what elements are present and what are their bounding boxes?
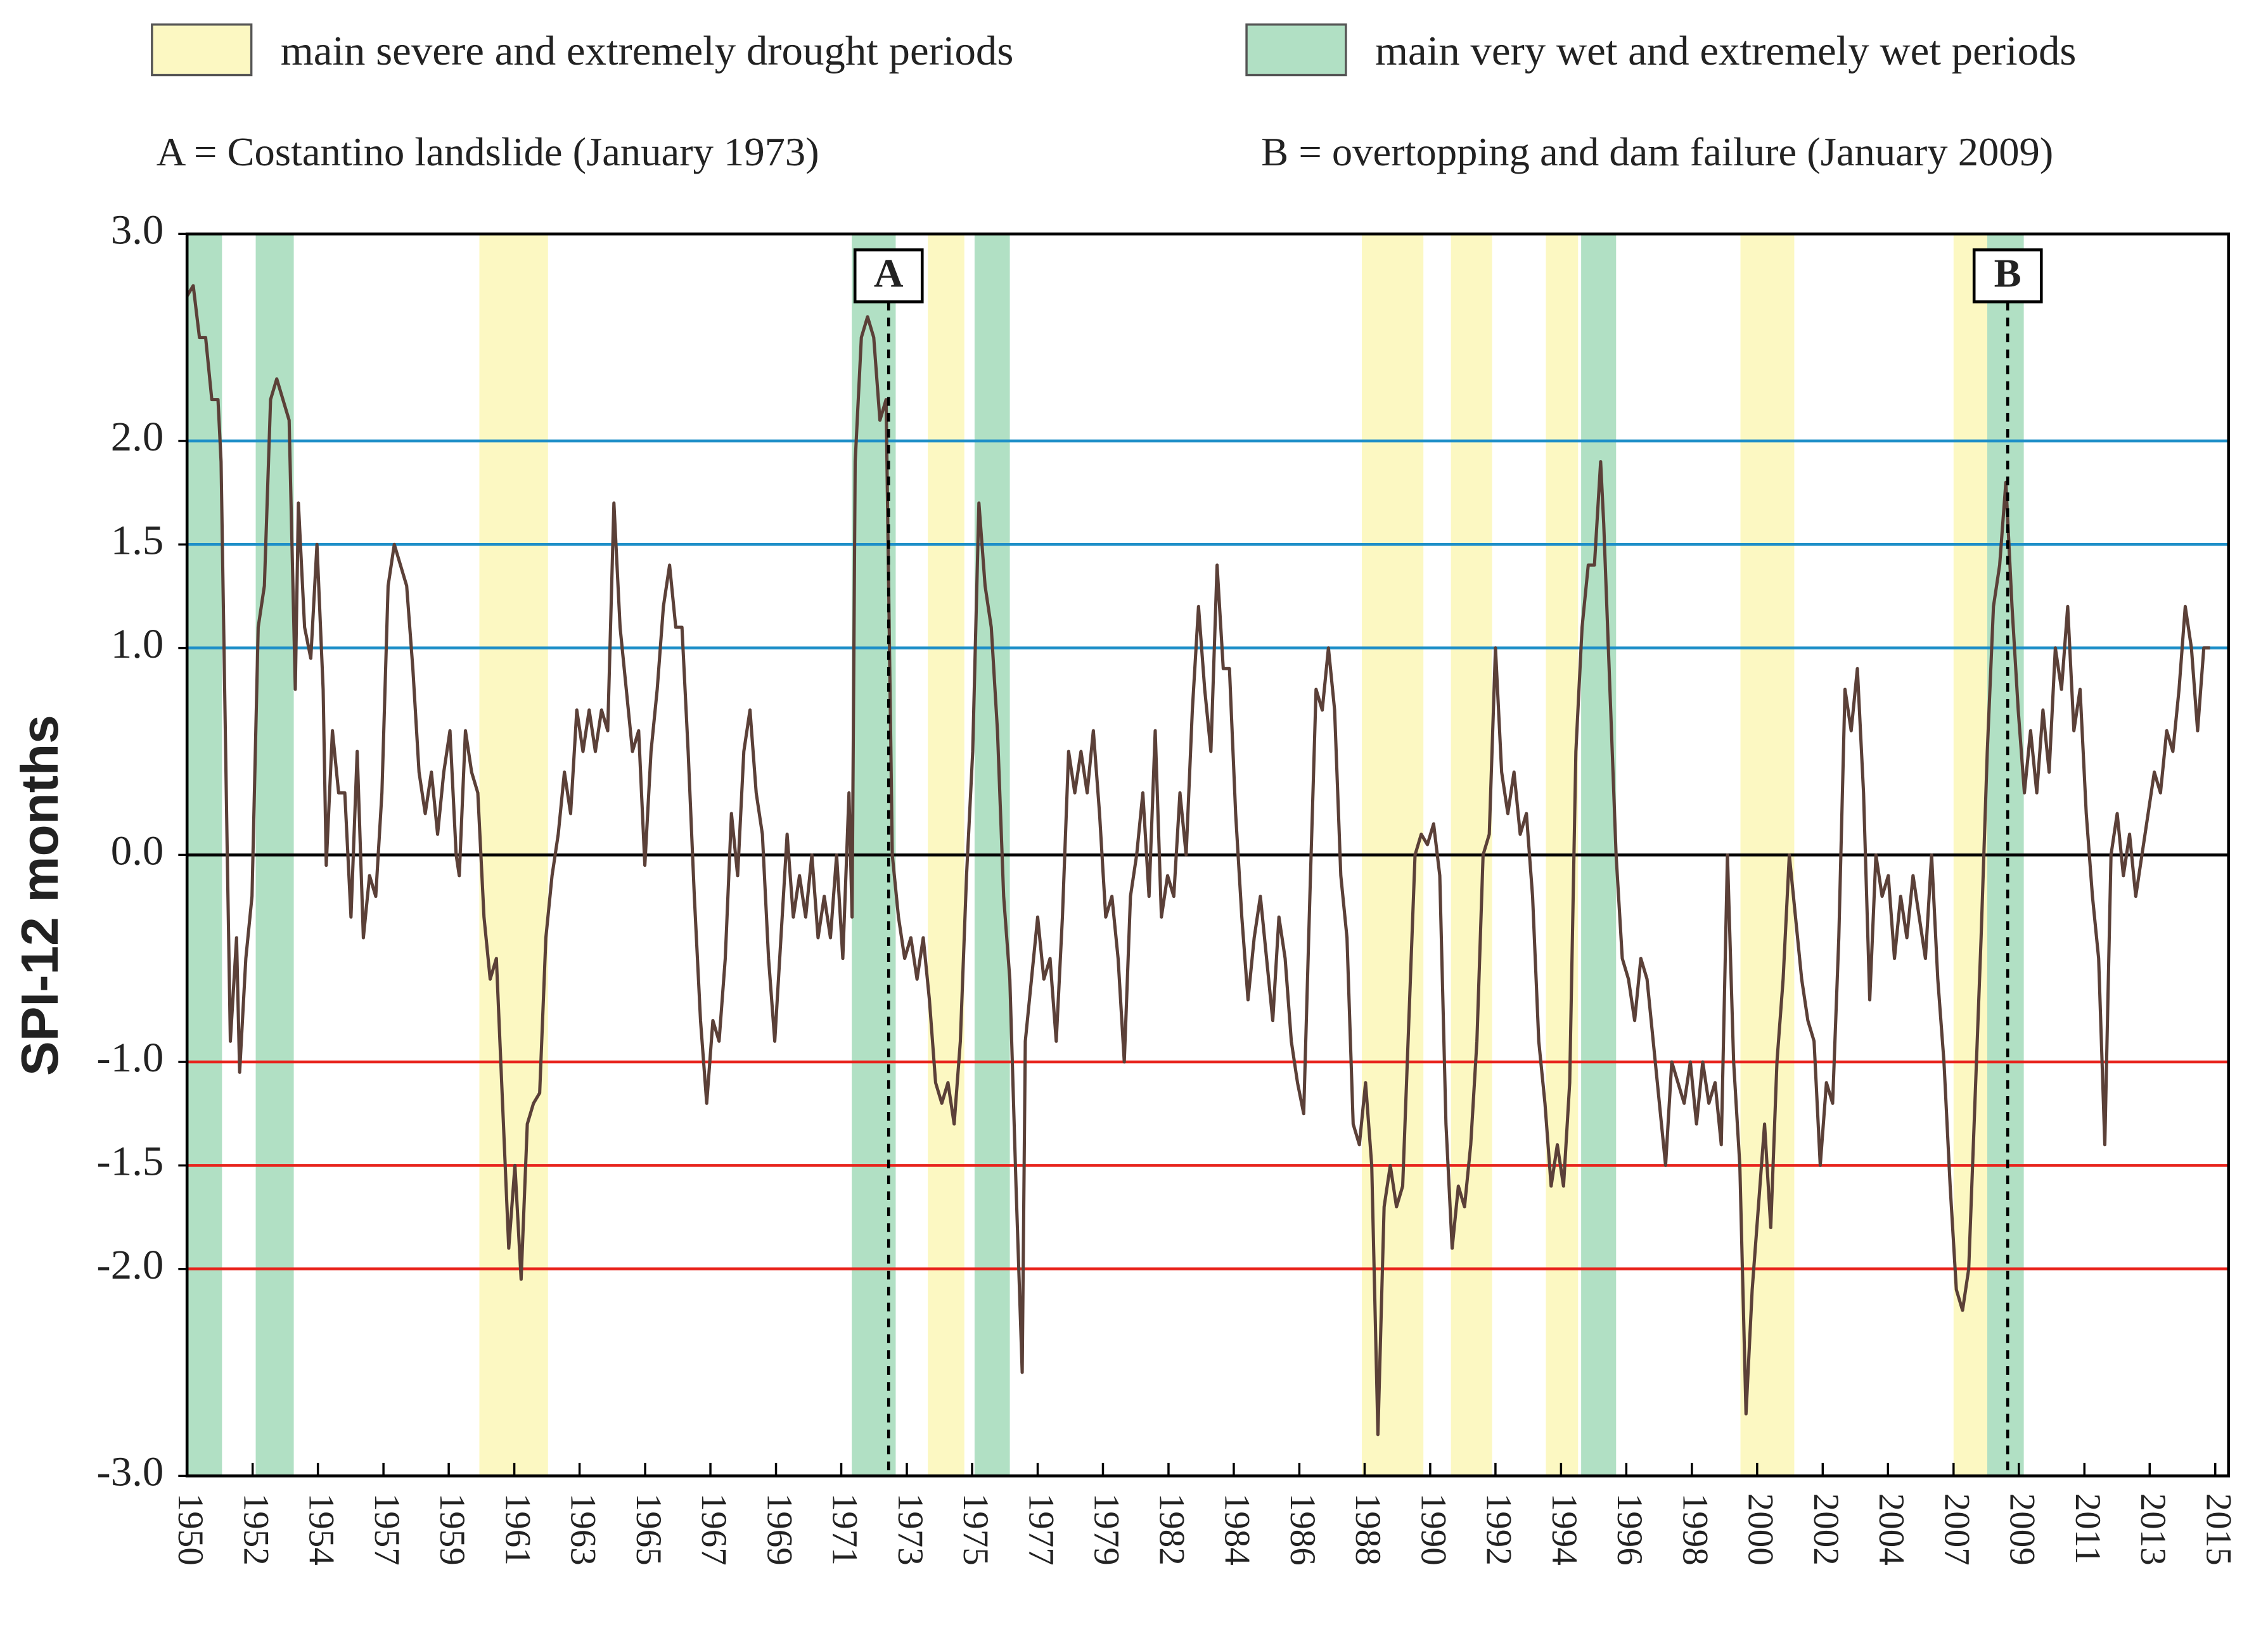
y-tick-label: 1.0 bbox=[111, 621, 164, 667]
legend-swatch bbox=[1245, 23, 1347, 77]
x-tick-label: 1957 bbox=[367, 1493, 407, 1566]
x-tick-label: 1998 bbox=[1675, 1493, 1715, 1566]
x-tick-label: 1973 bbox=[890, 1493, 930, 1566]
x-tick-label: 2007 bbox=[1937, 1493, 1976, 1566]
y-tick-label: 0.0 bbox=[111, 828, 164, 874]
y-tick-label: 1.5 bbox=[111, 518, 164, 564]
x-tick-label: 1954 bbox=[301, 1493, 341, 1566]
spi-line bbox=[185, 284, 2210, 1436]
x-tick-label: 2009 bbox=[2002, 1493, 2042, 1566]
x-tick-label: 1977 bbox=[1021, 1493, 1061, 1566]
y-tick-label: -1.0 bbox=[96, 1035, 163, 1082]
x-tick-label: 1963 bbox=[563, 1493, 603, 1566]
x-tick-label: 2011 bbox=[2068, 1493, 2108, 1564]
y-tick-label: 3.0 bbox=[111, 207, 164, 253]
x-tick-label: 1967 bbox=[694, 1493, 734, 1566]
x-tick-label: 1952 bbox=[236, 1493, 276, 1566]
x-tick-label: 2013 bbox=[2133, 1493, 2173, 1566]
event-note: A = Costantino landslide (January 1973) bbox=[157, 129, 819, 174]
y-axis-label: SPI-12 months bbox=[11, 715, 70, 1076]
legend-swatch bbox=[151, 23, 253, 77]
x-tick-label: 1965 bbox=[629, 1493, 669, 1566]
legend-label: main severe and extremely drought period… bbox=[281, 28, 1014, 74]
x-tick-label: 2000 bbox=[1741, 1493, 1781, 1566]
x-tick-label: 1994 bbox=[1544, 1493, 1584, 1566]
y-tick-label: -1.5 bbox=[96, 1139, 163, 1185]
plot-frame bbox=[185, 232, 2231, 1478]
x-tick-label: 1950 bbox=[170, 1493, 210, 1566]
event-box bbox=[1972, 248, 2043, 303]
x-tick-label: 1986 bbox=[1283, 1493, 1323, 1566]
x-tick-label: 1971 bbox=[824, 1493, 864, 1566]
x-tick-label: 1984 bbox=[1217, 1493, 1257, 1566]
x-tick-label: 1992 bbox=[1479, 1493, 1519, 1566]
legend-label: main very wet and extremely wet periods bbox=[1375, 28, 2076, 74]
x-tick-label: 1961 bbox=[497, 1493, 537, 1566]
event-note: B = overtopping and dam failure (January… bbox=[1261, 129, 2053, 174]
y-tick-label: 2.0 bbox=[111, 414, 164, 460]
x-tick-label: 1996 bbox=[1610, 1493, 1650, 1566]
x-tick-label: 1988 bbox=[1348, 1493, 1388, 1566]
x-tick-label: 2015 bbox=[2198, 1493, 2238, 1566]
x-tick-label: 1969 bbox=[759, 1493, 799, 1566]
x-tick-label: 1975 bbox=[956, 1493, 996, 1566]
y-tick-label: -2.0 bbox=[96, 1242, 163, 1288]
x-tick-label: 1990 bbox=[1414, 1493, 1454, 1566]
y-tick-label: -3.0 bbox=[96, 1449, 163, 1495]
x-tick-label: 1979 bbox=[1086, 1493, 1126, 1566]
event-marker: A bbox=[874, 251, 904, 296]
x-tick-label: 1959 bbox=[432, 1493, 472, 1566]
x-tick-label: 1982 bbox=[1152, 1493, 1192, 1566]
x-tick-label: 2002 bbox=[1806, 1493, 1846, 1566]
event-box bbox=[853, 248, 924, 303]
x-tick-label: 2004 bbox=[1871, 1493, 1911, 1566]
event-marker: B bbox=[1994, 251, 2021, 296]
